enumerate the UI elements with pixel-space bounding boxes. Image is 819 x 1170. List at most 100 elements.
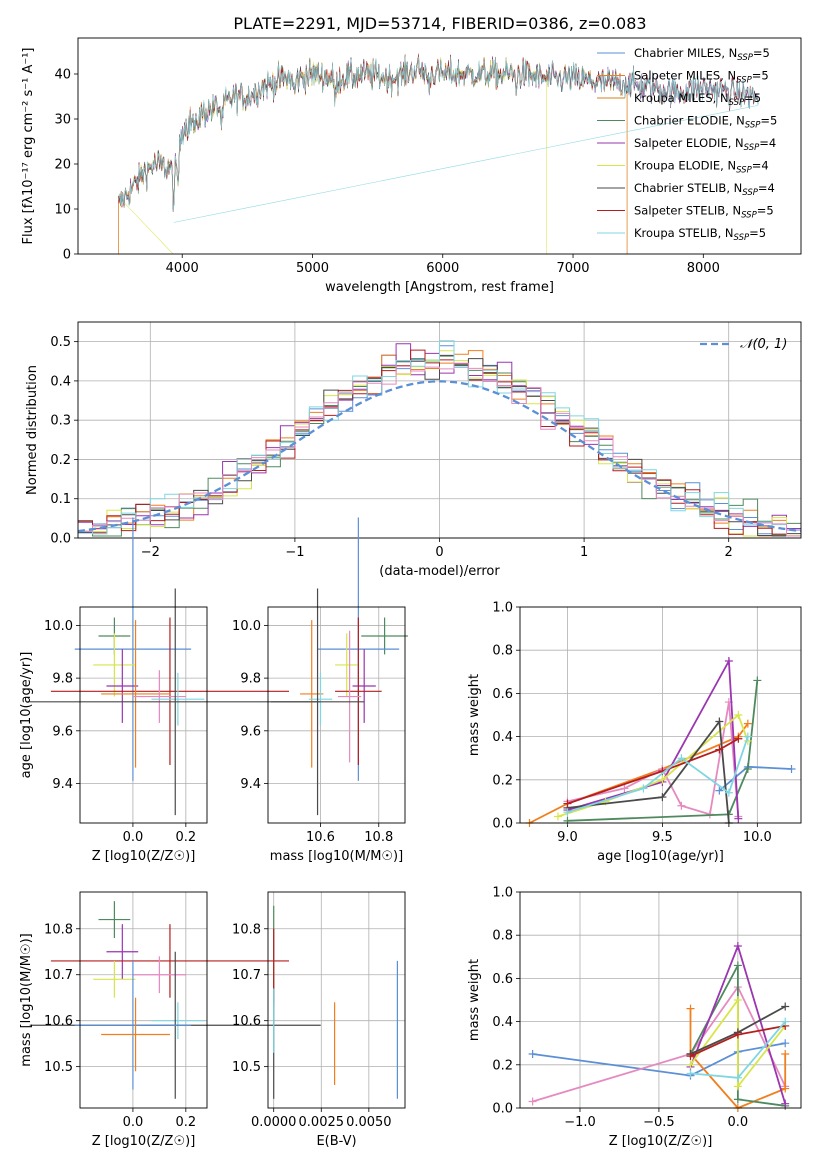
- weight-marker: [715, 786, 724, 795]
- weight-line: [567, 657, 740, 819]
- normal-curve: [78, 380, 801, 533]
- y-tick-label: 9.8: [240, 672, 261, 687]
- x-tick-label: 0.0050: [346, 1115, 392, 1130]
- y-tick-label: 0.6: [492, 687, 513, 702]
- weight-line: [529, 723, 749, 824]
- weight-marker: [743, 719, 752, 728]
- weight-marker: [733, 942, 742, 950]
- y-tick-label: 40: [54, 68, 71, 83]
- weight-marker: [733, 1073, 742, 1082]
- legend-entry: Chabrier STELIB, NSSP=4: [634, 181, 775, 198]
- figure-title: PLATE=2291, MJD=53714, FIBERID=0386, z=0…: [233, 14, 646, 33]
- weight-marker: [743, 732, 752, 741]
- y-tick-label: 0.4: [492, 1015, 513, 1030]
- residuals-marks: [78, 340, 801, 537]
- axes-frame: [77, 321, 802, 539]
- legend-entry: Kroupa ELODIE, NSSP=4: [634, 159, 769, 176]
- x-tick-label: 0.0025: [299, 1115, 345, 1130]
- x-tick-label: 1: [580, 545, 588, 560]
- age_vs_mass-marks: [270, 517, 408, 816]
- weight-marker: [686, 1069, 695, 1078]
- x-axis-label: Z [log10(Z/Z☉)]: [92, 849, 196, 864]
- x-tick-label: 4000: [166, 261, 199, 276]
- y-axis-label: mass weight: [467, 959, 482, 1041]
- y-tick-label: 9.8: [52, 672, 73, 687]
- y-axis-label: mass weight: [467, 674, 482, 756]
- x-axis-label: Z [log10(Z/Z☉)]: [92, 1134, 196, 1149]
- weight-marker: [724, 788, 733, 797]
- y-tick-label: 9.4: [240, 777, 261, 792]
- weight-marker: [733, 1095, 742, 1104]
- y-tick-label: 10.8: [44, 922, 73, 937]
- weight-line: [567, 680, 759, 822]
- y-tick-label: 0.2: [492, 773, 513, 788]
- x-tick-label: 8000: [687, 261, 720, 276]
- y-tick-label: 10.6: [232, 1014, 261, 1029]
- x-tick-label: 6000: [426, 261, 459, 276]
- weight-marker: [781, 1084, 790, 1093]
- weight-line: [689, 997, 786, 1090]
- x-axis-label: E(B-V): [316, 1134, 356, 1149]
- y-tick-label: 10.8: [232, 922, 261, 937]
- weight_vs_age-plot: [516, 606, 802, 827]
- weight-marker: [753, 676, 762, 685]
- y-tick-label: 0.3: [50, 414, 71, 429]
- y-tick-label: 9.6: [240, 724, 261, 739]
- x-tick-label: 0.2: [175, 1115, 196, 1130]
- y-tick-label: 1.0: [492, 886, 513, 901]
- y-tick-label: 20: [54, 158, 71, 173]
- x-tick-label: −0.5: [643, 1115, 675, 1130]
- weight-marker: [677, 801, 686, 810]
- weight_vs_Z-plot: [516, 891, 802, 1112]
- legend-entry: Salpeter MILES, NSSP=5: [634, 69, 769, 86]
- spectrum-plot: [74, 37, 802, 258]
- x-tick-label: 5000: [296, 261, 329, 276]
- y-tick-label: 0.4: [492, 730, 513, 745]
- y-tick-label: 0.4: [50, 374, 71, 389]
- age_vs_mass-plot: [264, 517, 408, 827]
- y-tick-label: 30: [54, 113, 71, 128]
- weight-marker: [686, 1060, 695, 1069]
- weight-line: [567, 738, 739, 805]
- x-tick-label: 9.5: [652, 830, 673, 845]
- x-axis-label: mass [log10(M/M☉)]: [270, 849, 403, 864]
- weight-marker: [553, 812, 562, 821]
- y-tick-label: 10.5: [44, 1060, 73, 1075]
- spectrum-line: [118, 56, 759, 223]
- y-tick-label: 10.7: [44, 968, 73, 983]
- y-tick-label: 9.6: [52, 724, 73, 739]
- axes-frame: [79, 606, 208, 824]
- x-tick-label: 0.2: [175, 830, 196, 845]
- weight-line: [567, 701, 740, 817]
- x-tick-label: 9.0: [557, 830, 578, 845]
- weight-marker: [686, 1052, 695, 1061]
- weight-marker: [639, 784, 648, 793]
- y-tick-label: 0.1: [50, 492, 71, 507]
- y-axis-label: Flux [fλ10⁻¹⁷ erg cm⁻² s⁻¹ A⁻¹]: [21, 48, 36, 245]
- y-tick-label: 10.0: [232, 619, 261, 634]
- x-tick-label: −1.0: [564, 1115, 596, 1130]
- x-axis-label: age [log10(age/yr)]: [597, 849, 724, 864]
- x-axis-label: Z [log10(Z/Z☉)]: [609, 1134, 713, 1149]
- spectrum-line: [118, 57, 547, 254]
- y-axis-label: Normed distribution: [25, 365, 40, 495]
- weight-marker: [733, 961, 742, 970]
- weight-marker: [781, 1017, 790, 1026]
- x-tick-label: 7000: [556, 261, 589, 276]
- weight-marker: [781, 1050, 790, 1058]
- y-tick-label: 0.0: [492, 1102, 513, 1117]
- weight-marker: [620, 784, 629, 793]
- weight-marker: [734, 734, 743, 743]
- x-tick-label: 0: [435, 545, 443, 560]
- y-tick-label: 0.8: [492, 644, 513, 659]
- weight-marker: [563, 816, 572, 825]
- legend-entry: Salpeter ELODIE, NSSP=4: [634, 136, 776, 153]
- axes-frame: [267, 606, 406, 824]
- y-tick-label: 10.5: [232, 1060, 261, 1075]
- weight-marker: [724, 657, 733, 665]
- weight-marker: [563, 799, 572, 808]
- weight_vs_age-marks: [525, 657, 796, 827]
- weight-marker: [733, 1030, 742, 1039]
- y-tick-label: 0.0: [50, 532, 71, 547]
- x-axis-label: wavelength [Angstrom, rest frame]: [325, 280, 554, 295]
